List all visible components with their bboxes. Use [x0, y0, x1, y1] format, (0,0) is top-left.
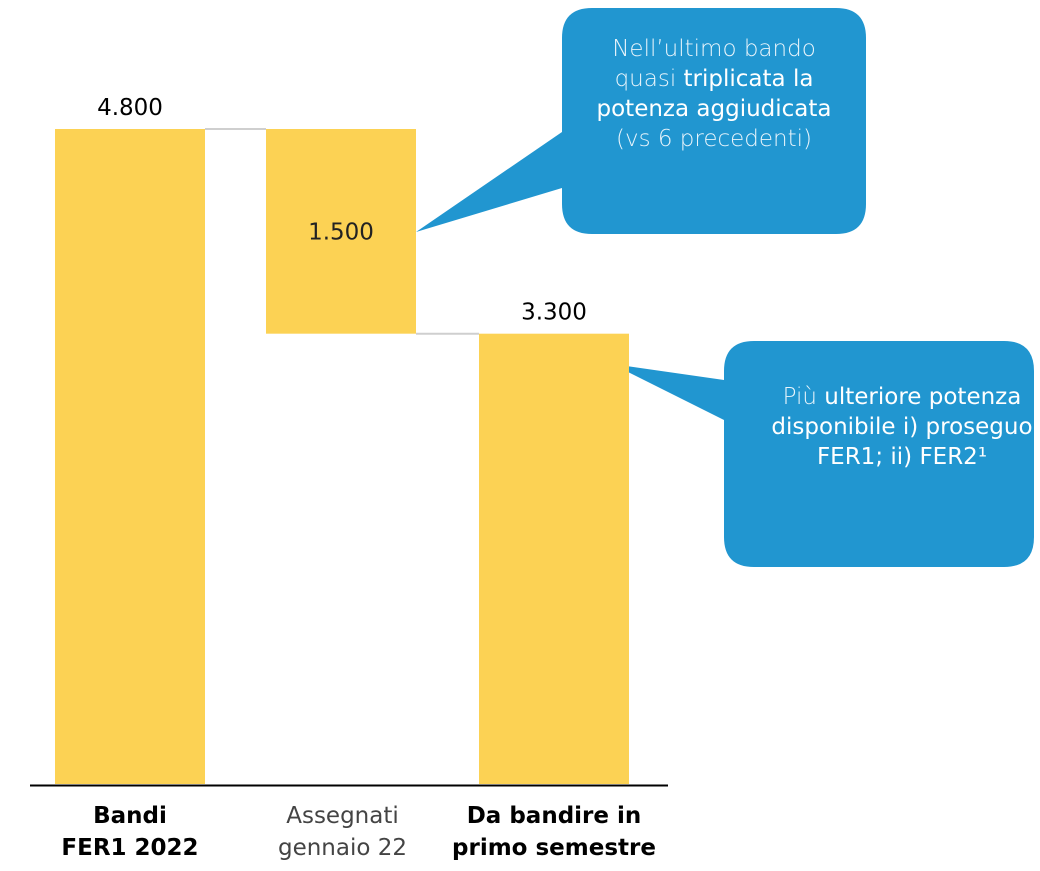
x-tick-label-line: gennaio 22: [277, 835, 408, 861]
callout-bubble-2: [612, 341, 1034, 567]
callout-text-2: Più ulteriore potenza disponibile i) pro…: [768, 382, 1036, 472]
callout-1-highlight: triplicata la potenza aggiudicata: [596, 66, 832, 122]
bar-1: [55, 129, 205, 784]
x-tick-label-line: FER1 2022: [61, 835, 199, 861]
data-label-1: 4.800: [97, 95, 163, 121]
callout-text-1: Nell’ultimo bando quasi triplicata la po…: [585, 34, 843, 154]
bar-2: [266, 129, 416, 334]
x-tick-label-line: Da bandire in: [466, 803, 642, 829]
callout-2-segment: Più: [782, 384, 825, 410]
bar-3: [479, 333, 629, 784]
data-label-3: 3.300: [521, 300, 587, 326]
x-tick-label-line: Assegnati: [286, 803, 399, 829]
x-tick-label-line: Bandi: [93, 803, 167, 829]
x-tick-label-bandi: Bandi FER1 2022: [40, 800, 220, 864]
callout-1-segment: Nell’ultimo bando quasi: [612, 36, 816, 92]
callout-bubble-1: [416, 8, 866, 234]
data-label-2: 1.500: [308, 219, 374, 245]
callout-2-highlight: ulteriore potenza disponibile i) prosegu…: [771, 384, 1033, 470]
x-tick-label-da-bandire: Da bandire in primo semestre: [452, 800, 656, 864]
x-tick-label-line: primo semestre: [452, 835, 656, 861]
callout-1-segment: (vs 6 precedenti): [615, 126, 813, 152]
x-tick-label-assegnati: Assegnati gennaio 22: [250, 800, 435, 864]
